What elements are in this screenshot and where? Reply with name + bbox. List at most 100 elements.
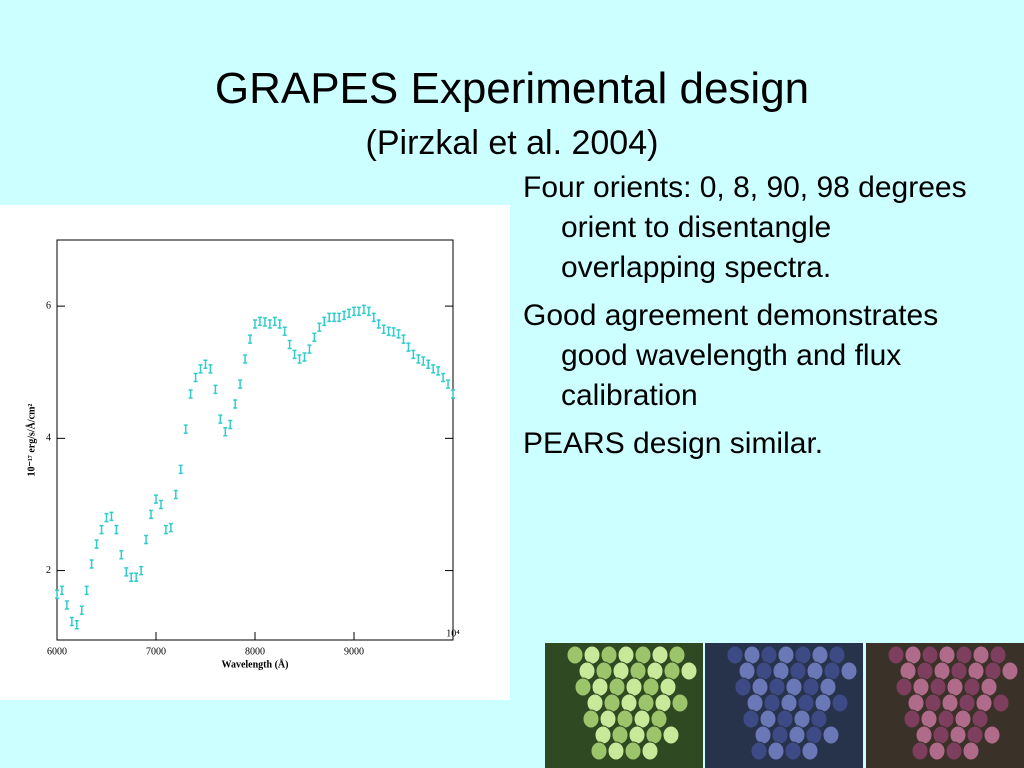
grape: [887, 645, 905, 665]
grape: [754, 725, 772, 745]
data-point: [366, 306, 371, 317]
grape: [945, 741, 963, 761]
grape: [742, 709, 760, 729]
data-point: [431, 364, 436, 374]
data-point: [381, 324, 386, 335]
grape: [966, 725, 984, 745]
grape: [738, 661, 756, 681]
grape: [915, 725, 933, 745]
grape: [734, 677, 752, 697]
grape: [972, 645, 990, 665]
data-point: [104, 512, 109, 523]
grape: [583, 645, 601, 665]
data-point: [163, 524, 168, 535]
grape: [983, 725, 1001, 745]
grape: [949, 725, 967, 745]
data-point: [436, 366, 441, 376]
slide-subtitle: (Pirzkal et al. 2004): [365, 124, 659, 162]
plot-frame: [56, 239, 454, 641]
grape: [645, 725, 663, 745]
grape: [637, 693, 655, 713]
grape: [937, 709, 955, 729]
data-point: [144, 534, 149, 545]
grape: [929, 677, 947, 697]
grape: [642, 677, 660, 697]
grape: [625, 677, 643, 697]
grape: [651, 645, 669, 665]
grape: [819, 677, 837, 697]
data-point: [134, 572, 139, 582]
data-point: [69, 616, 74, 627]
data-point: [262, 317, 267, 327]
grape: [777, 645, 795, 665]
grape: [650, 709, 668, 729]
data-point: [406, 342, 411, 352]
data-point: [233, 399, 238, 409]
data-point: [94, 539, 99, 549]
data-point: [277, 319, 282, 329]
grape: [806, 661, 824, 681]
grape: [810, 709, 828, 729]
grape: [911, 741, 929, 761]
grape: [600, 645, 618, 665]
grape: [663, 661, 681, 681]
grape: [967, 661, 985, 681]
data-point: [451, 389, 455, 399]
x-tick-label: 8000: [245, 646, 265, 657]
data-point: [223, 426, 228, 437]
grape: [822, 725, 840, 745]
bullet: PEARS design similar.: [523, 427, 824, 460]
data-point: [337, 312, 342, 323]
grape: [743, 645, 761, 665]
grape: [767, 741, 785, 761]
grape: [789, 661, 807, 681]
grape: [751, 677, 769, 697]
data-point: [89, 559, 94, 569]
data-point: [129, 572, 134, 582]
grape: [759, 709, 777, 729]
data-point: [158, 499, 163, 510]
data-point: [84, 585, 89, 596]
grape: [641, 741, 659, 761]
grape: [954, 709, 972, 729]
grape: [611, 725, 629, 745]
data-point: [282, 326, 287, 336]
data-point: [302, 352, 307, 362]
grape: [794, 645, 812, 665]
grape: [628, 725, 646, 745]
data-point: [124, 567, 129, 577]
grape: [924, 693, 942, 713]
grape: [590, 741, 608, 761]
grape: [574, 677, 592, 697]
data-point: [238, 379, 243, 389]
grape: [921, 645, 939, 665]
grape: [616, 709, 634, 729]
grape: [941, 693, 959, 713]
grape: [920, 709, 938, 729]
grape: [780, 693, 798, 713]
grape: [599, 709, 617, 729]
data-point: [198, 364, 203, 374]
data-point: [446, 379, 451, 389]
grape: [760, 645, 778, 665]
grape: [823, 661, 841, 681]
y-tick-label: 6: [46, 300, 51, 311]
data-point: [322, 316, 327, 327]
grape: [797, 693, 815, 713]
grape: [950, 661, 968, 681]
grape: [895, 677, 913, 697]
grape: [582, 709, 600, 729]
data-point: [243, 354, 248, 364]
grape: [620, 693, 638, 713]
data-point: [257, 316, 262, 327]
data-point: [356, 306, 361, 317]
data-point: [203, 359, 208, 370]
grape: [566, 645, 584, 665]
grape: [989, 645, 1007, 665]
grape: [633, 709, 651, 729]
data-point: [361, 304, 366, 315]
grape: [662, 725, 680, 745]
grape: [594, 725, 612, 745]
grape: [984, 661, 1002, 681]
grape: [680, 661, 698, 681]
